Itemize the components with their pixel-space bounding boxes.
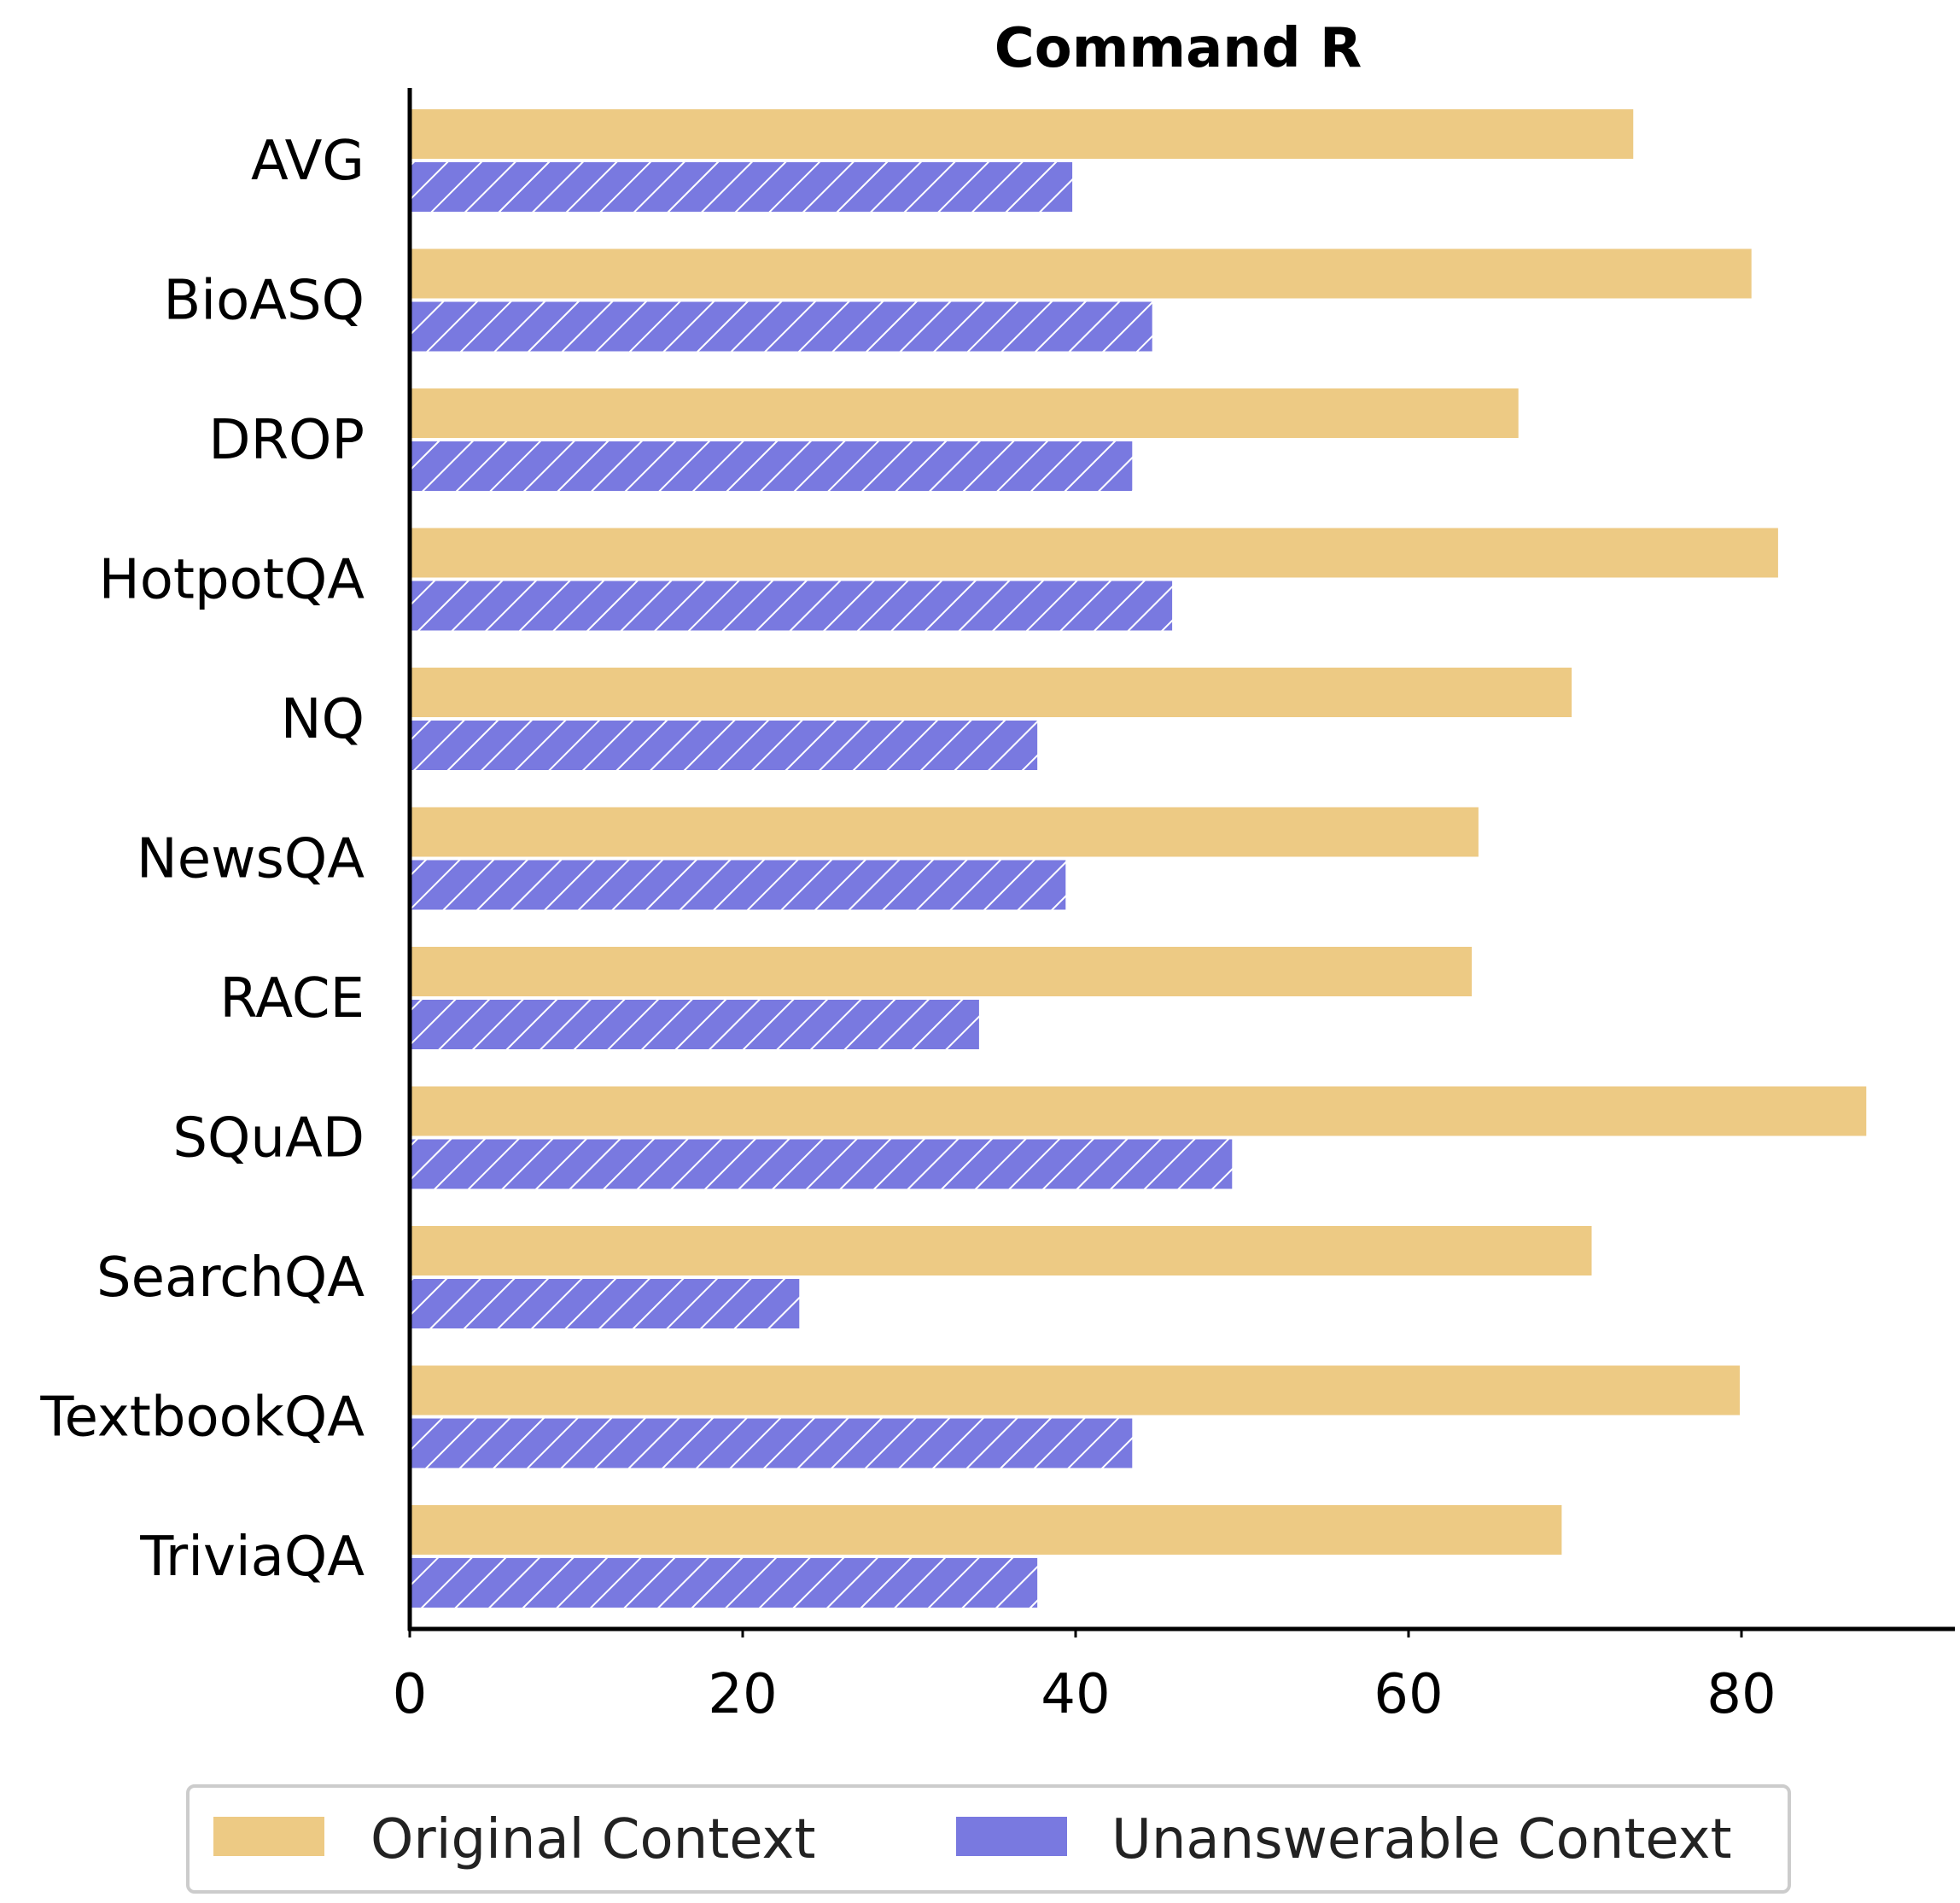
bar-original-context-searchqa (410, 1226, 1592, 1275)
bar-unanswerable-context-drop (410, 441, 1133, 491)
y-tick-label-bioasq: BioASQ (163, 270, 365, 333)
bar-original-context-newsqa (410, 807, 1479, 857)
x-tick-label-20: 20 (708, 1663, 777, 1726)
bar-original-context-drop (410, 388, 1519, 438)
y-tick-label-searchqa: SearchQA (96, 1246, 365, 1310)
x-tick-label-40: 40 (1041, 1663, 1110, 1726)
bar-original-context-race (410, 947, 1473, 996)
bar-original-context-textbookqa (410, 1365, 1741, 1416)
x-tick-label-0: 0 (393, 1663, 428, 1726)
bar-original-context-nq (410, 668, 1572, 717)
bar-unanswerable-context-newsqa (410, 860, 1066, 910)
y-tick-label-newsqa: NewsQA (137, 828, 365, 891)
bar-original-context-squad (410, 1086, 1867, 1136)
legend-label-unanswerable: Unanswerable Context (1111, 1808, 1732, 1871)
x-ticks: 0 20 40 60 80 (393, 1629, 1776, 1726)
bars-group (410, 109, 1867, 1608)
bar-unanswerable-context-race (410, 1000, 979, 1049)
bar-original-context-avg (410, 109, 1634, 159)
bar-unanswerable-context-searchqa (410, 1279, 800, 1328)
bar-unanswerable-context-triviaqa (410, 1558, 1038, 1608)
legend-swatch-original (213, 1817, 324, 1856)
y-tick-label-race: RACE (219, 967, 365, 1030)
y-tick-label-drop: DROP (208, 409, 365, 472)
legend-label-original: Original Context (370, 1808, 816, 1871)
legend: Original Context Unanswerable Context (186, 1784, 1791, 1894)
bar-original-context-bioasq (410, 248, 1752, 299)
bar-unanswerable-context-squad (410, 1139, 1233, 1189)
y-tick-label-squad: SQuAD (172, 1107, 365, 1170)
y-tick-labels: AVG BioASQ DROP HotpotQA NQ NewsQA RACE SQuAD Se… (39, 130, 365, 1589)
bar-unanswerable-context-bioasq (410, 301, 1152, 352)
bar-unanswerable-context-textbookqa (410, 1418, 1133, 1468)
legend-swatch-unanswerable (956, 1817, 1067, 1856)
y-tick-label-avg: AVG (251, 130, 365, 193)
bar-original-context-hotpotqa (410, 528, 1778, 578)
y-tick-label-textbookqa: TextbookQA (39, 1386, 365, 1450)
bar-unanswerable-context-hotpotqa (410, 581, 1173, 631)
y-tick-label-triviaqa: TriviaQA (139, 1526, 365, 1589)
chart-title: Command R (995, 17, 1362, 80)
x-tick-label-60: 60 (1374, 1663, 1443, 1726)
bar-unanswerable-context-nq (410, 721, 1038, 770)
y-tick-label-hotpotqa: HotpotQA (99, 549, 365, 612)
bar-original-context-triviaqa (410, 1505, 1562, 1555)
y-tick-label-nq: NQ (281, 688, 365, 751)
x-tick-label-80: 80 (1706, 1663, 1776, 1726)
bar-unanswerable-context-avg (410, 162, 1073, 212)
